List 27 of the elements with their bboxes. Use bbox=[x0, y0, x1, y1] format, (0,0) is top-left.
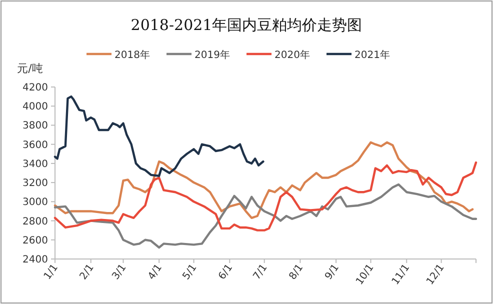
x-tick-label: 2/1 bbox=[78, 262, 96, 282]
y-tick-label: 3200 bbox=[22, 178, 48, 190]
line-series bbox=[54, 95, 264, 177]
line-series bbox=[54, 183, 478, 249]
line-series bbox=[54, 141, 474, 220]
y-tick-label: 3600 bbox=[22, 140, 48, 151]
y-tick-label: 3800 bbox=[22, 120, 48, 132]
x-tick-label: 6/1 bbox=[216, 262, 236, 282]
x-tick-label: 3/1 bbox=[110, 262, 129, 282]
y-tick-label: 4200 bbox=[22, 82, 48, 94]
x-tick-label: 8/1 bbox=[287, 262, 306, 282]
x-tick-label: 9/1 bbox=[323, 262, 342, 282]
x-tick-label: 4/1 bbox=[146, 262, 165, 282]
legend-label: 2021年 bbox=[354, 49, 390, 61]
chart-title: 2018-2021年国内豆粕均价走势图 bbox=[130, 16, 362, 34]
y-tick-label: 3400 bbox=[22, 158, 48, 170]
y-tick-label: 2800 bbox=[22, 216, 48, 228]
legend-label: 2019年 bbox=[194, 49, 230, 61]
x-tick-label: 5/1 bbox=[181, 262, 200, 282]
line-series bbox=[54, 161, 478, 232]
y-axis-title: 元/吨 bbox=[17, 62, 43, 75]
x-tick-label: 7/1 bbox=[252, 262, 270, 282]
y-tick-label: 3000 bbox=[22, 197, 48, 208]
y-tick-label: 4000 bbox=[22, 102, 48, 113]
y-tick-label: 2600 bbox=[22, 235, 48, 246]
legend-label: 2020年 bbox=[274, 49, 310, 61]
legend-label: 2018年 bbox=[114, 49, 150, 61]
